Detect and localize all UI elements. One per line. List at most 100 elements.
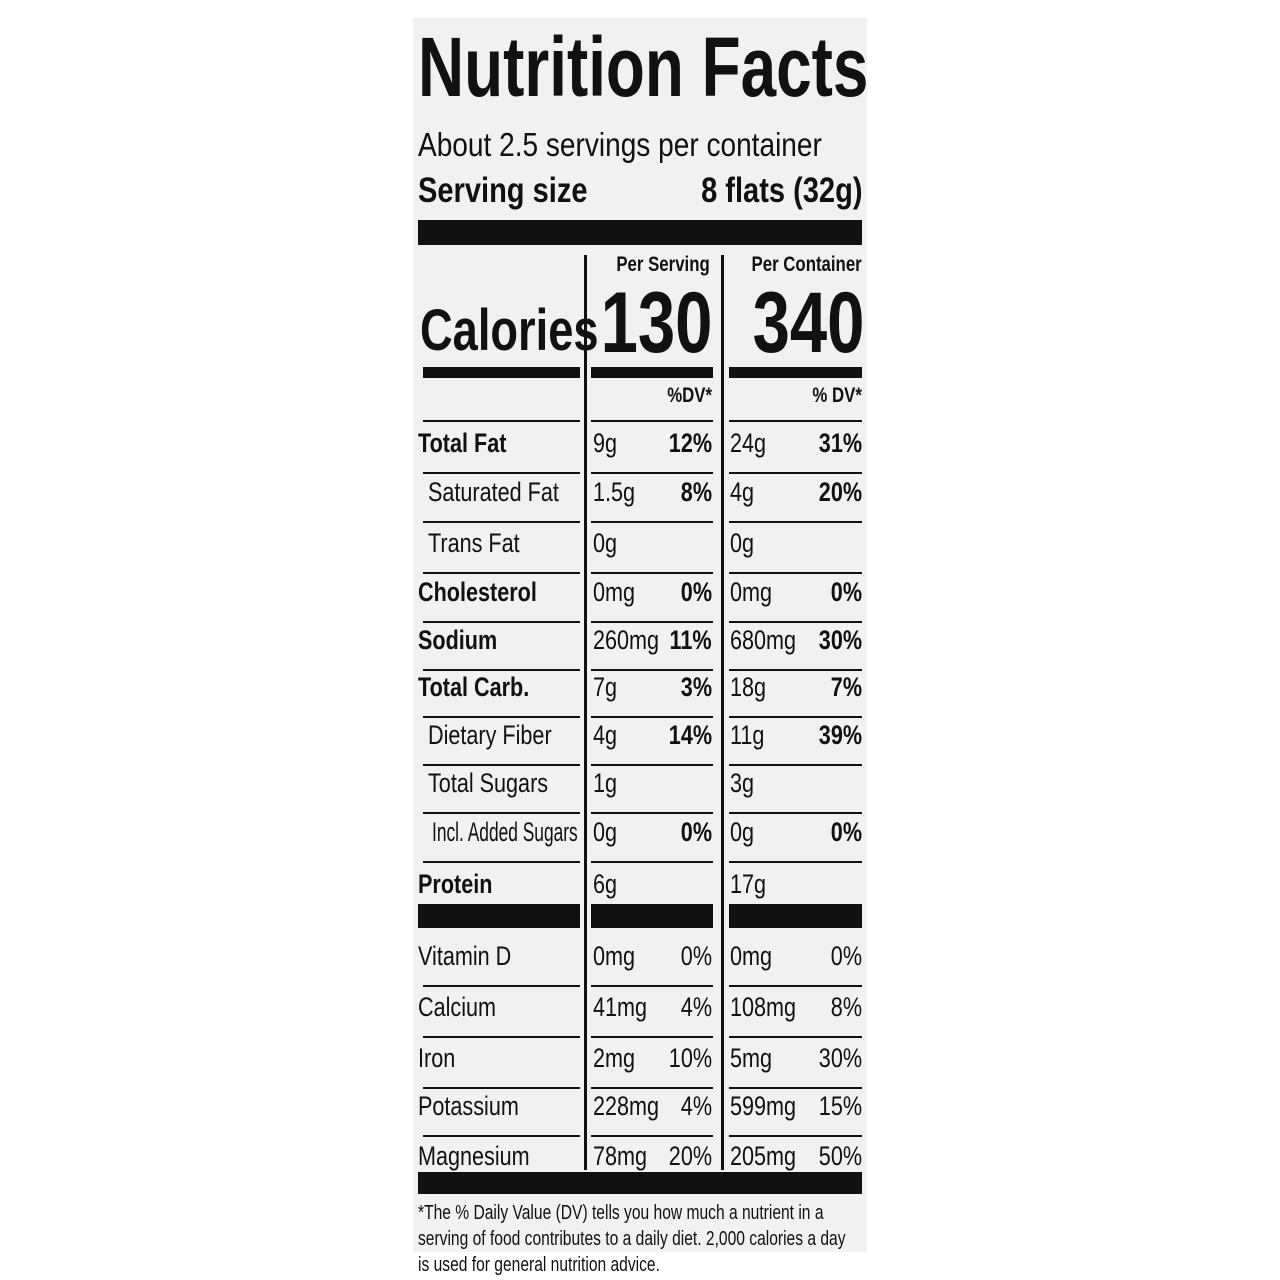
nutrient-name-text: Dietary Fiber xyxy=(428,720,552,750)
serving-dv: 12% xyxy=(658,428,712,458)
serving-dv: 11% xyxy=(659,625,712,655)
container-amount: 108mg xyxy=(730,992,813,1022)
serving-dv: 8% xyxy=(673,477,712,507)
row-divider xyxy=(591,472,713,474)
container-amount: 599mg xyxy=(730,1091,813,1121)
nutrient-name-text: Cholesterol xyxy=(418,577,537,607)
footnote: *The % Daily Value (DV) tells you how mu… xyxy=(418,1202,846,1276)
serving-amount: 6g xyxy=(593,869,623,899)
serving-dv: 20% xyxy=(658,1141,712,1171)
per-serving-text: Per Serving xyxy=(616,253,710,276)
row-divider xyxy=(591,1087,713,1089)
nutrient-name-text: Potassium xyxy=(418,1091,519,1121)
nutrient-name: Cholesterol xyxy=(418,577,567,607)
nutrient-name-text: Calcium xyxy=(418,992,497,1022)
container-amount: 0mg xyxy=(730,577,783,607)
serving-amount-text: 9g xyxy=(593,428,618,458)
serving-amount-text: 1g xyxy=(593,768,618,798)
container-amount: 5mg xyxy=(730,1043,783,1073)
column-divider xyxy=(584,255,587,1170)
serving-amount: 41mg xyxy=(593,992,661,1022)
container-dv-text: 30% xyxy=(818,1043,862,1073)
calories-label-text: Calories xyxy=(420,298,599,363)
nutrient-name: Protein xyxy=(418,869,511,899)
row-divider xyxy=(729,472,862,474)
per-serving-header: Per Serving xyxy=(593,253,710,277)
nutrient-name-text: Sodium xyxy=(418,625,498,655)
column-divider xyxy=(721,255,724,1170)
calories-per-container: 340 xyxy=(721,275,864,371)
nutrient-name-text: Total Fat xyxy=(418,428,507,458)
container-amount-text: 4g xyxy=(730,477,755,507)
row-divider xyxy=(729,420,862,422)
container-dv: 0% xyxy=(823,577,862,607)
calories-container-value: 340 xyxy=(752,275,864,371)
row-divider xyxy=(729,521,862,523)
serving-amount-text: 6g xyxy=(593,869,618,899)
nutrient-name: Vitamin D xyxy=(418,941,535,971)
serving-amount: 2mg xyxy=(593,1043,646,1073)
serving-size-value-text: 8 flats (32g) xyxy=(700,171,862,210)
row-divider xyxy=(591,1135,713,1137)
serving-amount-text: 0mg xyxy=(593,941,636,971)
serving-amount: 0g xyxy=(593,528,623,558)
serving-dv-text: 20% xyxy=(668,1141,712,1171)
nutrient-name: Trans Fat xyxy=(428,528,543,558)
serving-amount: 0mg xyxy=(593,577,646,607)
row-divider xyxy=(423,621,580,623)
serving-amount: 7g xyxy=(593,672,623,702)
nutrient-name: Magnesium xyxy=(418,1141,558,1171)
container-dv-text: 0% xyxy=(830,941,862,971)
per-container-header: Per Container xyxy=(724,253,862,277)
row-divider xyxy=(729,1036,862,1038)
row-divider xyxy=(423,1087,580,1089)
nutrient-name-text: Saturated Fat xyxy=(428,477,559,507)
nutrient-name: Potassium xyxy=(418,1091,544,1121)
container-amount-text: 17g xyxy=(730,869,767,899)
serving-dv-text: 0% xyxy=(680,577,712,607)
serving-dv: 0% xyxy=(673,577,712,607)
title-text: Nutrition Facts xyxy=(418,20,869,114)
serving-amount-text: 260mg xyxy=(593,625,660,655)
container-amount-text: 3g xyxy=(730,768,755,798)
container-amount: 205mg xyxy=(730,1141,813,1171)
calories-label: Calories xyxy=(420,298,649,364)
nutrient-name: Total Sugars xyxy=(428,768,578,798)
row-divider xyxy=(729,716,862,718)
serving-size-label-text: Serving size xyxy=(418,171,588,210)
container-amount: 0g xyxy=(730,817,760,847)
row-divider xyxy=(423,572,580,574)
serving-dv: 4% xyxy=(673,1091,712,1121)
thick-divider xyxy=(418,220,862,245)
container-amount-text: 108mg xyxy=(730,992,797,1022)
container-dv-text: 20% xyxy=(818,477,862,507)
nutrient-name: Total Carb. xyxy=(418,672,557,702)
serving-amount-text: 2mg xyxy=(593,1043,636,1073)
nutrient-name: Iron xyxy=(418,1043,465,1073)
row-divider xyxy=(591,669,713,671)
row-divider xyxy=(729,621,862,623)
container-amount: 3g xyxy=(730,768,760,798)
container-dv-text: 15% xyxy=(818,1091,862,1121)
row-divider xyxy=(591,1036,713,1038)
nutrient-name: Dietary Fiber xyxy=(428,720,583,750)
container-amount-text: 0g xyxy=(730,817,755,847)
container-amount-text: 11g xyxy=(730,720,765,750)
serving-size-value: 8 flats (32g) xyxy=(668,171,862,210)
container-dv: 15% xyxy=(808,1091,862,1121)
container-amount-text: 680mg xyxy=(730,625,797,655)
nutrient-name-text: Iron xyxy=(418,1043,456,1073)
row-divider xyxy=(729,669,862,671)
nutrient-name-text: Total Carb. xyxy=(418,672,530,702)
thick-divider xyxy=(418,1172,862,1194)
serving-amount-text: 78mg xyxy=(593,1141,648,1171)
row-divider xyxy=(591,621,713,623)
serving-dv-text: 11% xyxy=(669,625,712,655)
serving-dv: 4% xyxy=(673,992,712,1022)
row-divider xyxy=(729,1087,862,1089)
per-container-text: Per Container xyxy=(751,253,862,276)
calories-divider xyxy=(423,367,580,378)
row-divider xyxy=(423,985,580,987)
serving-amount: 260mg xyxy=(593,625,676,655)
serving-dv-text: 8% xyxy=(680,477,712,507)
